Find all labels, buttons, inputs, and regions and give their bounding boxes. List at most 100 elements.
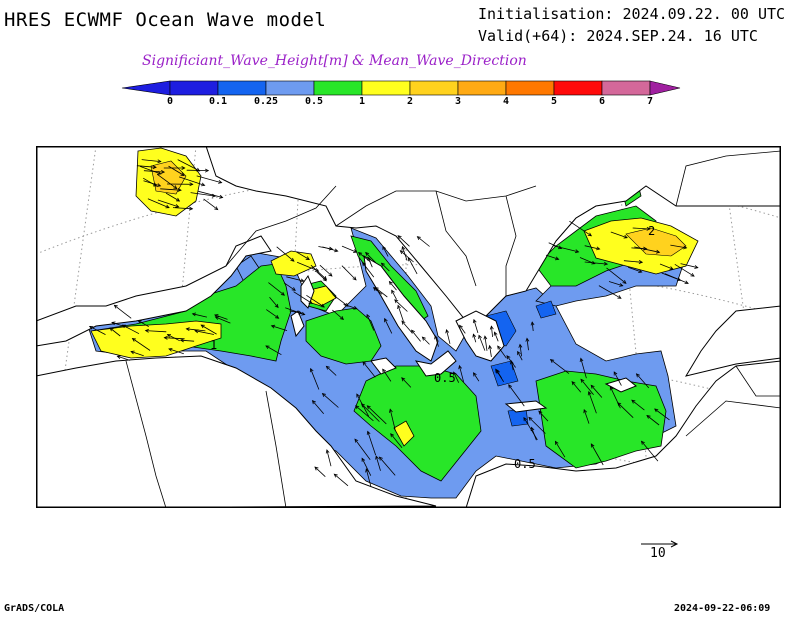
direction-arrow-head (353, 305, 358, 310)
direction-arrow (373, 287, 383, 295)
colorbar-tick-label: 2 (406, 96, 414, 107)
direction-arrow (453, 371, 460, 383)
colorbar-segment-5 (409, 80, 459, 96)
direction-arrow-head (416, 236, 421, 241)
direction-arrow (400, 250, 414, 263)
direction-arrow-head (478, 334, 482, 339)
direction-arrow-head (525, 337, 530, 342)
direction-arrow-head (401, 320, 406, 325)
direction-arrow (446, 329, 451, 344)
map-title: HRES ECWMF Ocean Wave model (4, 9, 327, 31)
direction-arrow (407, 257, 418, 275)
direction-arrow-head (640, 440, 645, 445)
colorbar-over-arrow (649, 80, 681, 96)
direction-arrow (473, 334, 477, 343)
direction-arrow-head (497, 345, 501, 350)
direction-arrow (590, 443, 604, 466)
direction-arrow-head (113, 304, 118, 309)
direction-arrow-head (459, 324, 463, 329)
direction-arrow-head (508, 384, 512, 389)
direction-arrow (631, 399, 645, 411)
initialisation-time: Initialisation: 2024.09.22. 00 UTC (478, 5, 786, 23)
direction-arrow-head (111, 321, 116, 326)
contour-label-0.5-b: 0.5 (514, 457, 536, 471)
direction-arrow (341, 245, 357, 253)
direction-arrow-head (619, 283, 624, 287)
direction-arrow (526, 338, 529, 351)
colorbar-tick-label: 3 (454, 96, 462, 107)
direction-arrow-head (390, 433, 395, 438)
direction-arrow-head (121, 324, 126, 329)
direction-arrow-head (391, 289, 395, 294)
direction-arrow-head (366, 313, 371, 319)
direction-arrow (381, 262, 390, 272)
direction-arrow (494, 332, 499, 342)
direction-arrow-head (472, 333, 477, 338)
direction-arrow (276, 246, 295, 262)
direction-arrow (548, 242, 562, 249)
direction-arrow-head (321, 393, 326, 397)
direction-arrow-head (590, 443, 595, 448)
direction-arrow-head (488, 344, 492, 350)
direction-arrow-head (173, 185, 178, 190)
direction-arrow (495, 369, 505, 383)
direction-arrow-head (175, 204, 180, 208)
direction-arrow-head (401, 377, 406, 382)
direction-arrow (608, 281, 623, 287)
direction-arrow (341, 265, 357, 281)
direction-arrow-head (445, 329, 450, 334)
direction-arrow-head (549, 359, 555, 363)
direction-arrow (519, 344, 522, 357)
direction-arrow (322, 393, 339, 408)
direction-arrow (203, 198, 218, 210)
direction-arrow (310, 264, 327, 280)
direction-arrow-head (265, 345, 270, 350)
direction-arrow-head (166, 334, 171, 338)
direction-arrow (180, 339, 195, 342)
direction-arrow-head (366, 430, 371, 435)
direction-arrow-head (157, 171, 162, 175)
reference-vector-label: 10 (650, 546, 666, 561)
direction-arrow (484, 336, 488, 351)
direction-arrow-head (189, 182, 194, 187)
direction-arrow-head (355, 405, 360, 410)
colorbar-segment-2 (265, 80, 315, 96)
direction-arrow-head (156, 183, 162, 187)
colorbar-tick-label: 4 (502, 96, 510, 107)
direction-arrow-head (334, 248, 339, 253)
direction-arrow (190, 192, 216, 197)
direction-arrow-head (397, 235, 402, 240)
direction-arrow-head (314, 268, 320, 272)
direction-arrow-head (116, 355, 121, 359)
direction-arrow (167, 334, 180, 342)
direction-arrow (310, 368, 320, 390)
colorbar-tick-label: 5 (550, 96, 558, 107)
direction-arrow-head (690, 272, 695, 277)
direction-arrow (459, 365, 464, 382)
direction-arrow-head (356, 393, 360, 398)
direction-arrow-head (528, 416, 533, 421)
direction-arrow-head (367, 256, 371, 261)
colorbar (121, 80, 681, 96)
direction-arrow (334, 473, 349, 487)
direction-arrow-head (362, 261, 366, 267)
direction-arrow (286, 276, 304, 282)
direction-arrow-head (603, 261, 609, 266)
direction-arrow-head (309, 367, 314, 373)
direction-arrow-head (270, 324, 276, 329)
direction-arrow (332, 294, 349, 307)
direction-arrow (610, 231, 628, 239)
direction-arrow-head (130, 350, 135, 355)
direction-arrow (362, 361, 376, 378)
colorbar-tick-label: 0 (166, 96, 174, 107)
direction-arrow (374, 287, 388, 298)
direction-arrow-head (290, 257, 295, 262)
direction-arrow (588, 391, 597, 414)
direction-arrow (674, 263, 695, 277)
direction-arrow (367, 405, 387, 425)
direction-arrow (143, 170, 165, 173)
direction-arrow-head (489, 325, 494, 330)
direction-arrow (623, 260, 643, 263)
direction-arrow (397, 235, 410, 247)
land-areas (36, 146, 781, 508)
